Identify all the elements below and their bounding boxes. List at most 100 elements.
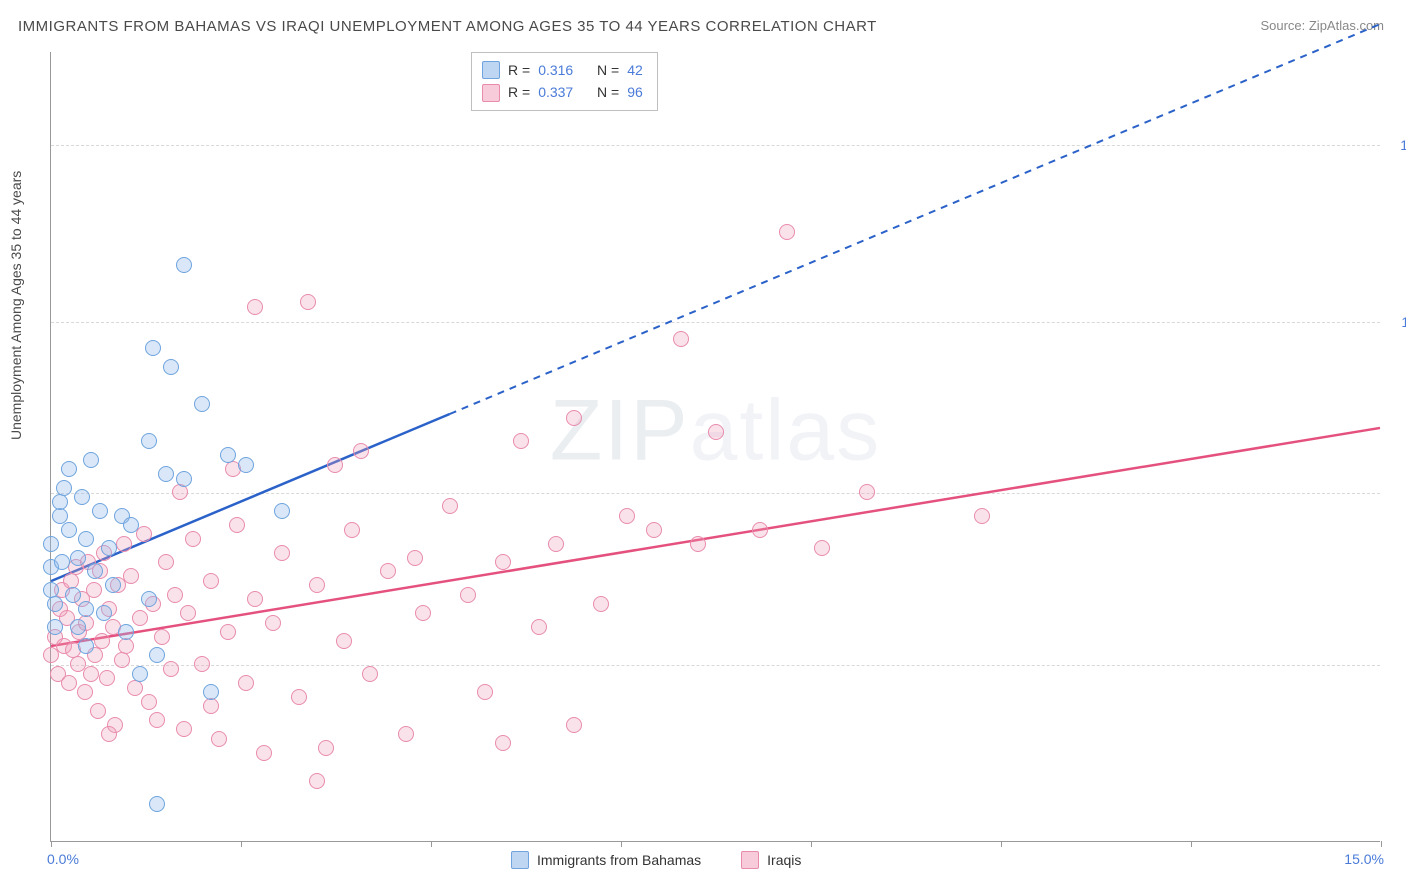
data-point: [132, 610, 148, 626]
data-point: [141, 433, 157, 449]
data-point: [154, 629, 170, 645]
swatch-a-icon: [482, 61, 500, 79]
r-value-b: 0.337: [538, 81, 573, 103]
n-value-b: 96: [627, 81, 643, 103]
data-point: [327, 457, 343, 473]
data-point: [673, 331, 689, 347]
data-point: [176, 471, 192, 487]
data-point: [83, 666, 99, 682]
data-point: [47, 619, 63, 635]
x-tick: [431, 841, 432, 847]
data-point: [123, 568, 139, 584]
data-point: [211, 731, 227, 747]
data-point: [163, 661, 179, 677]
data-point: [362, 666, 378, 682]
data-point: [149, 647, 165, 663]
data-point: [619, 508, 635, 524]
x-tick: [811, 841, 812, 847]
data-point: [65, 587, 81, 603]
r-label: R =: [508, 81, 530, 103]
data-point: [495, 554, 511, 570]
y-axis-label: Unemployment Among Ages 35 to 44 years: [8, 171, 24, 440]
data-point: [203, 573, 219, 589]
data-point: [101, 540, 117, 556]
data-point: [185, 531, 201, 547]
data-point: [291, 689, 307, 705]
stats-row-b: R = 0.337 N = 96: [482, 81, 643, 103]
data-point: [353, 443, 369, 459]
data-point: [141, 591, 157, 607]
swatch-b-icon: [741, 851, 759, 869]
data-point: [752, 522, 768, 538]
data-point: [274, 545, 290, 561]
data-point: [70, 550, 86, 566]
series-legend: Immigrants from Bahamas Iraqis: [511, 851, 801, 869]
y-tick-label: 11.2%: [1384, 314, 1406, 330]
data-point: [814, 540, 830, 556]
data-point: [708, 424, 724, 440]
chart-title: IMMIGRANTS FROM BAHAMAS VS IRAQI UNEMPLO…: [18, 18, 877, 35]
data-point: [149, 796, 165, 812]
data-point: [309, 773, 325, 789]
data-point: [593, 596, 609, 612]
data-point: [229, 517, 245, 533]
data-point: [238, 457, 254, 473]
n-label: N =: [597, 81, 619, 103]
data-point: [220, 624, 236, 640]
data-point: [247, 591, 263, 607]
data-point: [86, 582, 102, 598]
stats-row-a: R = 0.316 N = 42: [482, 59, 643, 81]
data-point: [415, 605, 431, 621]
data-point: [118, 638, 134, 654]
x-tick: [1001, 841, 1002, 847]
data-point: [566, 410, 582, 426]
data-point: [158, 554, 174, 570]
y-tick-label: 7.5%: [1384, 485, 1406, 501]
data-point: [300, 294, 316, 310]
x-tick-last: 15.0%: [1344, 851, 1384, 867]
data-point: [141, 694, 157, 710]
data-point: [309, 577, 325, 593]
legend-item-b: Iraqis: [741, 851, 801, 869]
data-point: [77, 684, 93, 700]
n-label: N =: [597, 59, 619, 81]
data-point: [101, 726, 117, 742]
data-point: [94, 633, 110, 649]
data-point: [136, 526, 152, 542]
data-point: [247, 299, 263, 315]
data-point: [149, 712, 165, 728]
data-point: [203, 698, 219, 714]
trend-lines: [51, 52, 1380, 841]
data-point: [477, 684, 493, 700]
n-value-a: 42: [627, 59, 643, 81]
x-tick: [621, 841, 622, 847]
data-point: [70, 619, 86, 635]
legend-label-b: Iraqis: [767, 852, 801, 868]
data-point: [74, 489, 90, 505]
data-point: [220, 447, 236, 463]
x-tick-first: 0.0%: [47, 851, 79, 867]
x-tick: [1191, 841, 1192, 847]
data-point: [344, 522, 360, 538]
y-tick-label: 15.0%: [1384, 137, 1406, 153]
r-label: R =: [508, 59, 530, 81]
y-tick-label: 3.8%: [1384, 657, 1406, 673]
x-tick: [51, 841, 52, 847]
data-point: [407, 550, 423, 566]
data-point: [61, 522, 77, 538]
data-point: [167, 587, 183, 603]
data-point: [158, 466, 174, 482]
data-point: [176, 257, 192, 273]
data-point: [180, 605, 196, 621]
data-point: [52, 494, 68, 510]
data-point: [859, 484, 875, 500]
data-point: [47, 596, 63, 612]
data-point: [123, 517, 139, 533]
data-point: [61, 461, 77, 477]
data-point: [203, 684, 219, 700]
data-point: [566, 717, 582, 733]
data-point: [105, 577, 121, 593]
data-point: [256, 745, 272, 761]
data-point: [132, 666, 148, 682]
data-point: [265, 615, 281, 631]
